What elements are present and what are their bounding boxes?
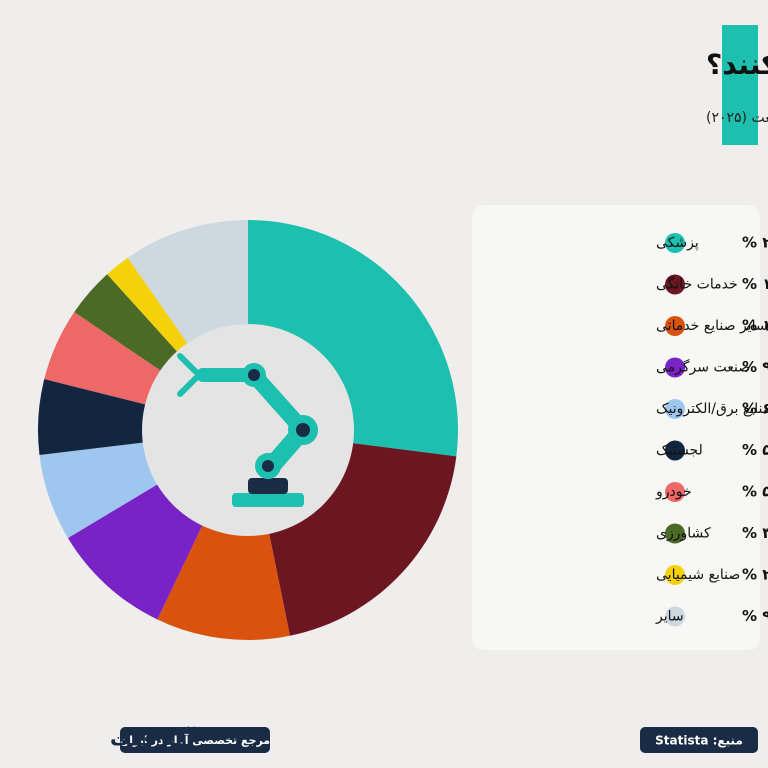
legend-swatch (665, 440, 685, 461)
logo: آمارفکت (110, 726, 195, 751)
legend-label: صنایع برق/الکترونیک (656, 401, 768, 417)
legend-label: کشاورزی (656, 526, 711, 542)
legend-value: ۶.۷ % (742, 400, 768, 418)
legend-value: ۱۰.۳ % (742, 317, 768, 335)
legend-label: سایر صنایع خدماتی (656, 318, 768, 334)
chart-subtitle: سهم درآمد حاصل از ربات‌های صنعتی و خدمات… (706, 109, 768, 126)
legend-value: ۳.۸ % (742, 524, 768, 542)
legend-swatch (665, 316, 685, 336)
legend-label: خدمات خانگی (656, 276, 738, 293)
legend-swatch (665, 482, 685, 502)
legend-label: سایر (655, 609, 684, 625)
legend-value: ۵.۸ % (742, 441, 768, 459)
legend-label: صنعت سرگرمی (656, 359, 750, 376)
legend-value: ۵.۶ % (742, 483, 768, 501)
source: منبع: Statista (655, 734, 743, 748)
legend-label: صنایع شیمیایی (656, 567, 740, 583)
legend-swatch (665, 357, 685, 378)
legend-label: خودرو (655, 484, 692, 500)
source-box (640, 727, 758, 753)
legend-swatch (665, 565, 685, 585)
legend-swatch (665, 523, 685, 544)
legend: ۲۷ %پزشکی۱۹.۸ %خدمات خانگی۱۰.۳ %سایر صنا… (655, 233, 768, 627)
legend-label: لجستیک (656, 443, 703, 459)
legend-swatch (665, 274, 685, 295)
tagline-box (120, 727, 270, 753)
legend-value: ۹.۷ % (742, 607, 768, 625)
legend-value: ۲ % (742, 566, 768, 584)
legend-swatch (665, 606, 685, 627)
legend-value: ۲۷ % (742, 234, 768, 252)
legend-value: ۹.۳ % (742, 358, 768, 376)
legend-value: ۱۹.۸ % (742, 275, 768, 293)
chart-title: ربات‌ها در چه حوزه‌هایی فعالیت می‌کنند؟ (706, 48, 768, 81)
accent-bar (722, 25, 758, 145)
legend-swatch (665, 399, 685, 419)
legend-box (472, 205, 760, 650)
robot-icon (177, 353, 318, 507)
legend-swatch (665, 233, 685, 253)
tagline: مرجع تخصصی آمار در ایران (120, 733, 270, 747)
legend-label: پزشکی (656, 235, 699, 251)
